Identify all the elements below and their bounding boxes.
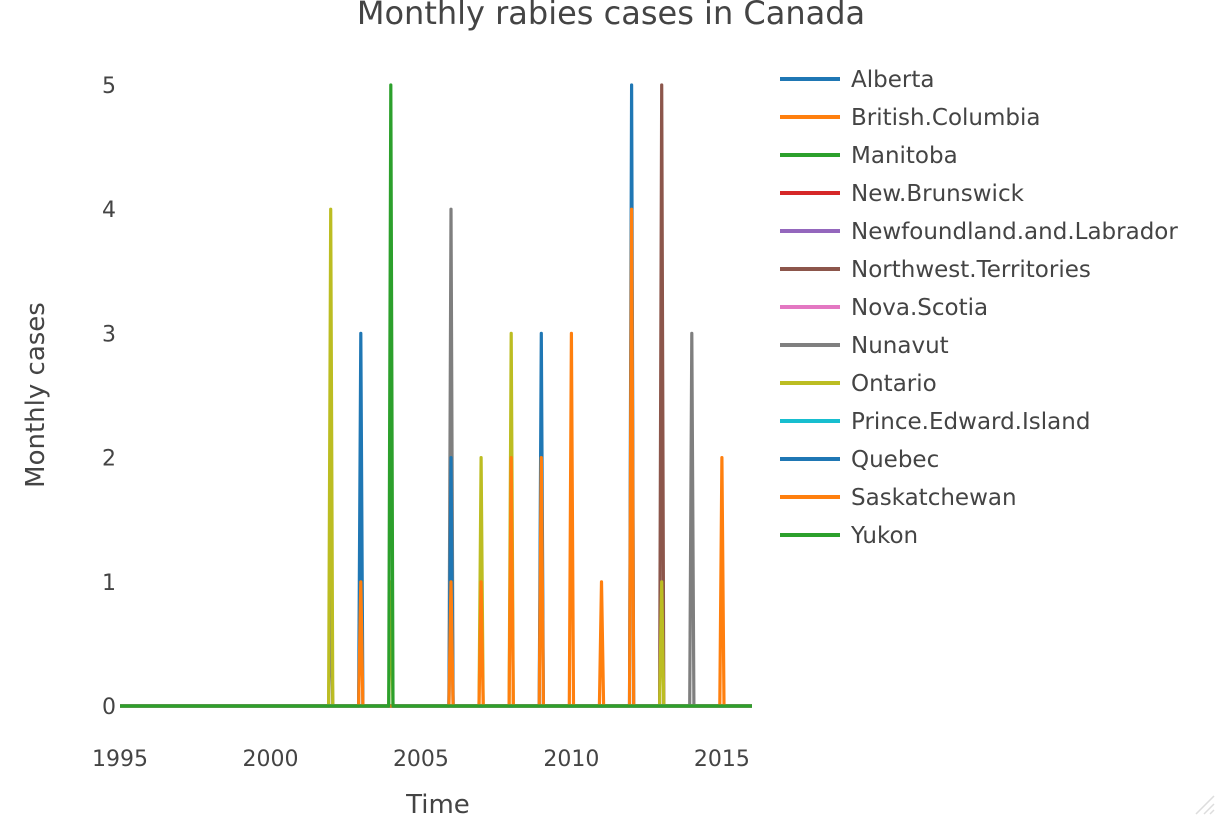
y-tick-label: 3 xyxy=(102,322,116,347)
legend-label: British.Columbia xyxy=(851,105,1041,131)
series-line-8 xyxy=(120,207,752,708)
x-axis-ticks: 1995 2000 2005 2010 2015 xyxy=(92,747,750,772)
legend-label: Quebec xyxy=(851,447,939,473)
legend-label: Newfoundland.and.Labrador xyxy=(851,219,1178,245)
legend-label: Ontario xyxy=(851,371,937,397)
legend-item[interactable]: Newfoundland.and.Labrador xyxy=(780,219,1178,245)
legend-item[interactable]: Nunavut xyxy=(780,333,949,359)
legend-item[interactable]: Northwest.Territories xyxy=(780,257,1091,283)
legend-item[interactable]: New.Brunswick xyxy=(780,181,1025,207)
legend[interactable]: Alberta British.Columbia Manitoba New.Bruns… xyxy=(780,67,1178,549)
legend-item[interactable]: Alberta xyxy=(780,67,934,93)
legend-label: Alberta xyxy=(851,67,934,93)
legend-label: New.Brunswick xyxy=(851,181,1025,207)
legend-label: Northwest.Territories xyxy=(851,257,1091,283)
legend-item[interactable]: Manitoba xyxy=(780,143,958,169)
series-line-12 xyxy=(120,83,752,708)
y-axis-ticks: 0 1 2 3 4 5 xyxy=(102,74,116,720)
series-line-10 xyxy=(120,83,752,708)
y-tick-label: 2 xyxy=(102,447,116,472)
series-line-7 xyxy=(120,207,752,708)
x-tick-label: 2015 xyxy=(694,747,750,772)
legend-item[interactable]: Quebec xyxy=(780,447,939,473)
legend-label: Prince.Edward.Island xyxy=(851,409,1090,435)
x-axis-title: Time xyxy=(405,790,470,816)
y-tick-label: 1 xyxy=(102,571,116,596)
legend-item[interactable]: Saskatchewan xyxy=(780,485,1017,511)
legend-label: Nunavut xyxy=(851,333,949,359)
legend-label: Nova.Scotia xyxy=(851,295,988,321)
legend-label: Yukon xyxy=(850,523,918,549)
legend-item[interactable]: Prince.Edward.Island xyxy=(780,409,1090,435)
chart-title: Monthly rabies cases in Canada xyxy=(357,0,865,32)
y-tick-label: 0 xyxy=(102,695,116,720)
x-tick-label: 2000 xyxy=(242,747,298,772)
series-line-5 xyxy=(120,83,752,708)
y-axis-title: Monthly cases xyxy=(21,302,51,488)
plot-area xyxy=(120,83,752,708)
x-tick-label: 2005 xyxy=(393,747,449,772)
x-tick-label: 2010 xyxy=(543,747,599,772)
legend-item[interactable]: Nova.Scotia xyxy=(780,295,988,321)
legend-label: Manitoba xyxy=(851,143,958,169)
x-tick-label: 1995 xyxy=(92,747,148,772)
resize-grip-icon[interactable] xyxy=(1195,795,1215,815)
legend-label: Saskatchewan xyxy=(851,485,1017,511)
legend-item[interactable]: British.Columbia xyxy=(780,105,1041,131)
series-line-11 xyxy=(120,207,752,708)
legend-item[interactable]: Ontario xyxy=(780,371,937,397)
legend-item[interactable]: Yukon xyxy=(780,523,918,549)
y-tick-label: 4 xyxy=(102,198,116,223)
y-tick-label: 5 xyxy=(102,74,116,99)
